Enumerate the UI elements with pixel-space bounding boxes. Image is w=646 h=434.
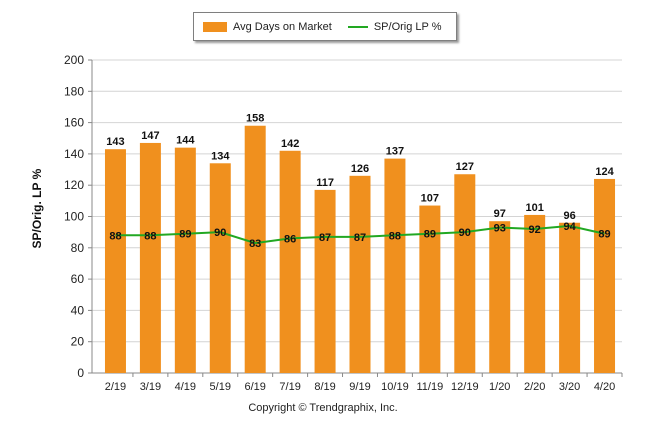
x-tick-label: 2/20: [524, 381, 545, 393]
line-data-label: 90: [214, 227, 226, 239]
x-tick-label: 2/19: [105, 381, 126, 393]
legend-label-line: SP/Orig LP %: [373, 20, 442, 33]
bar: [139, 142, 161, 373]
x-tick-label: 7/19: [279, 381, 300, 393]
x-tick-label: 5/19: [210, 381, 231, 393]
y-tick-label: 180: [64, 84, 84, 98]
bar-data-label: 147: [141, 130, 159, 142]
x-tick-label: 9/19: [349, 381, 370, 393]
x-tick-label: 4/19: [175, 381, 196, 393]
x-tick-label: 8/19: [314, 381, 335, 393]
bar-data-label: 158: [246, 113, 264, 125]
x-tick-label: 11/19: [417, 381, 444, 393]
legend: Avg Days on Market SP/Orig LP %: [193, 12, 457, 41]
y-tick-label: 60: [71, 272, 85, 286]
x-tick-label: 6/19: [244, 381, 265, 393]
bar: [454, 174, 476, 373]
line-data-label: 87: [319, 232, 331, 244]
line-data-label: 88: [109, 230, 121, 242]
legend-label-bar: Avg Days on Market: [233, 20, 332, 33]
y-tick-label: 200: [64, 53, 84, 67]
line-data-label: 87: [354, 232, 366, 244]
line-series: [115, 224, 605, 245]
bar-data-label: 142: [281, 138, 299, 150]
line-data-label: 89: [424, 229, 436, 241]
bar-data-label: 96: [563, 210, 575, 222]
y-tick-label: 80: [71, 241, 85, 255]
line-data-label: 92: [529, 224, 541, 236]
y-tick-label: 120: [64, 178, 84, 192]
bar: [594, 178, 616, 373]
line-data-label: 94: [563, 221, 576, 233]
legend-item-line: SP/Orig LP %: [332, 21, 442, 33]
bar: [174, 147, 196, 373]
line-data-label: 89: [179, 229, 191, 241]
bar-data-label: 101: [525, 202, 543, 214]
bar-data-label: 127: [456, 161, 474, 173]
bar: [349, 175, 371, 373]
x-tick-label: 12/19: [451, 381, 479, 393]
line-data-label: 90: [459, 227, 471, 239]
line-data-label: 88: [144, 230, 156, 242]
bar: [489, 221, 511, 373]
bar: [524, 214, 546, 373]
line-data-label: 83: [249, 238, 261, 250]
bar: [559, 222, 581, 373]
bar-data-label: 97: [494, 208, 506, 220]
y-tick-label: 20: [71, 335, 85, 349]
x-tick-label: 4/20: [594, 381, 615, 393]
y-tick-label: 100: [64, 210, 84, 224]
bar: [209, 163, 231, 373]
y-tick-label: 40: [71, 303, 85, 317]
bar: [104, 149, 126, 373]
legend-item-bar: Avg Days on Market: [194, 21, 332, 33]
y-tick-label: 0: [77, 366, 84, 380]
line-data-label: 88: [389, 230, 401, 242]
bar: [244, 125, 266, 373]
bar-data-label: 124: [595, 166, 614, 178]
bar-data-label: 117: [316, 177, 334, 189]
bar-data-label: 134: [211, 150, 230, 162]
x-tick-label: 10/19: [381, 381, 409, 393]
y-tick-label: 160: [64, 116, 84, 130]
bar: [384, 158, 406, 373]
bar-data-label: 144: [176, 135, 195, 147]
bar-data-label: 137: [386, 146, 404, 158]
y-tick-label: 140: [64, 147, 84, 161]
line-data-label: 89: [598, 229, 610, 241]
y-axis-label: SP/Orig. LP %: [30, 168, 44, 249]
x-tick-label: 1/20: [489, 381, 510, 393]
x-tick-label: 3/19: [140, 381, 161, 393]
line-data-label: 93: [494, 222, 506, 234]
bar-data-label: 126: [351, 163, 369, 175]
bar-data-label: 107: [421, 193, 439, 205]
legend-swatch-bar: [203, 21, 227, 32]
bar: [314, 189, 336, 373]
line-data-label: 86: [284, 233, 296, 245]
copyright-footer: Copyright © Trendgraphix, Inc.: [248, 402, 398, 414]
bar: [279, 150, 301, 373]
legend-swatch-line: [347, 25, 368, 28]
x-tick-label: 3/20: [559, 381, 580, 393]
bar-data-label: 143: [106, 136, 124, 148]
bar: [419, 205, 441, 373]
